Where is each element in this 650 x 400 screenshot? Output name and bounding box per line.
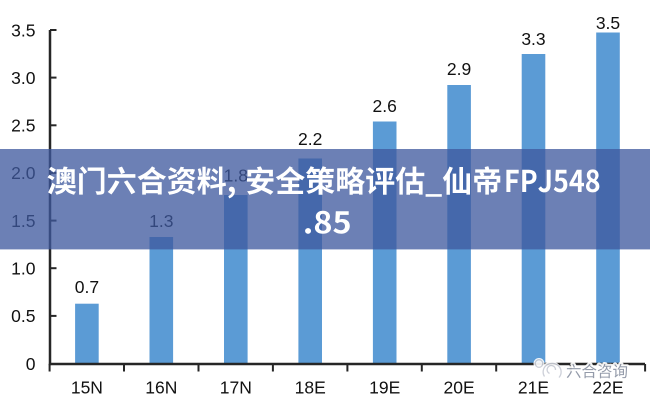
svg-text:3.5: 3.5 [596, 13, 620, 33]
svg-text:3.5: 3.5 [11, 20, 35, 40]
svg-text:2.6: 2.6 [373, 96, 397, 116]
svg-text:20E: 20E [444, 378, 475, 398]
svg-text:17N: 17N [220, 378, 252, 398]
svg-text:16N: 16N [145, 378, 177, 398]
svg-text:18E: 18E [295, 378, 326, 398]
svg-text:3.0: 3.0 [11, 68, 36, 88]
svg-text:2.9: 2.9 [447, 59, 471, 79]
svg-text:2.2: 2.2 [298, 129, 322, 149]
svg-text:3.3: 3.3 [521, 29, 545, 49]
svg-text:21E: 21E [518, 378, 549, 398]
svg-text:22E: 22E [592, 378, 623, 398]
svg-text:0: 0 [26, 354, 36, 374]
svg-text:2.5: 2.5 [11, 116, 35, 136]
svg-text:19E: 19E [369, 378, 400, 398]
svg-text:0.5: 0.5 [11, 306, 35, 326]
svg-text:15N: 15N [71, 378, 103, 398]
svg-text:1.0: 1.0 [11, 259, 36, 279]
svg-text:0.7: 0.7 [75, 277, 99, 297]
